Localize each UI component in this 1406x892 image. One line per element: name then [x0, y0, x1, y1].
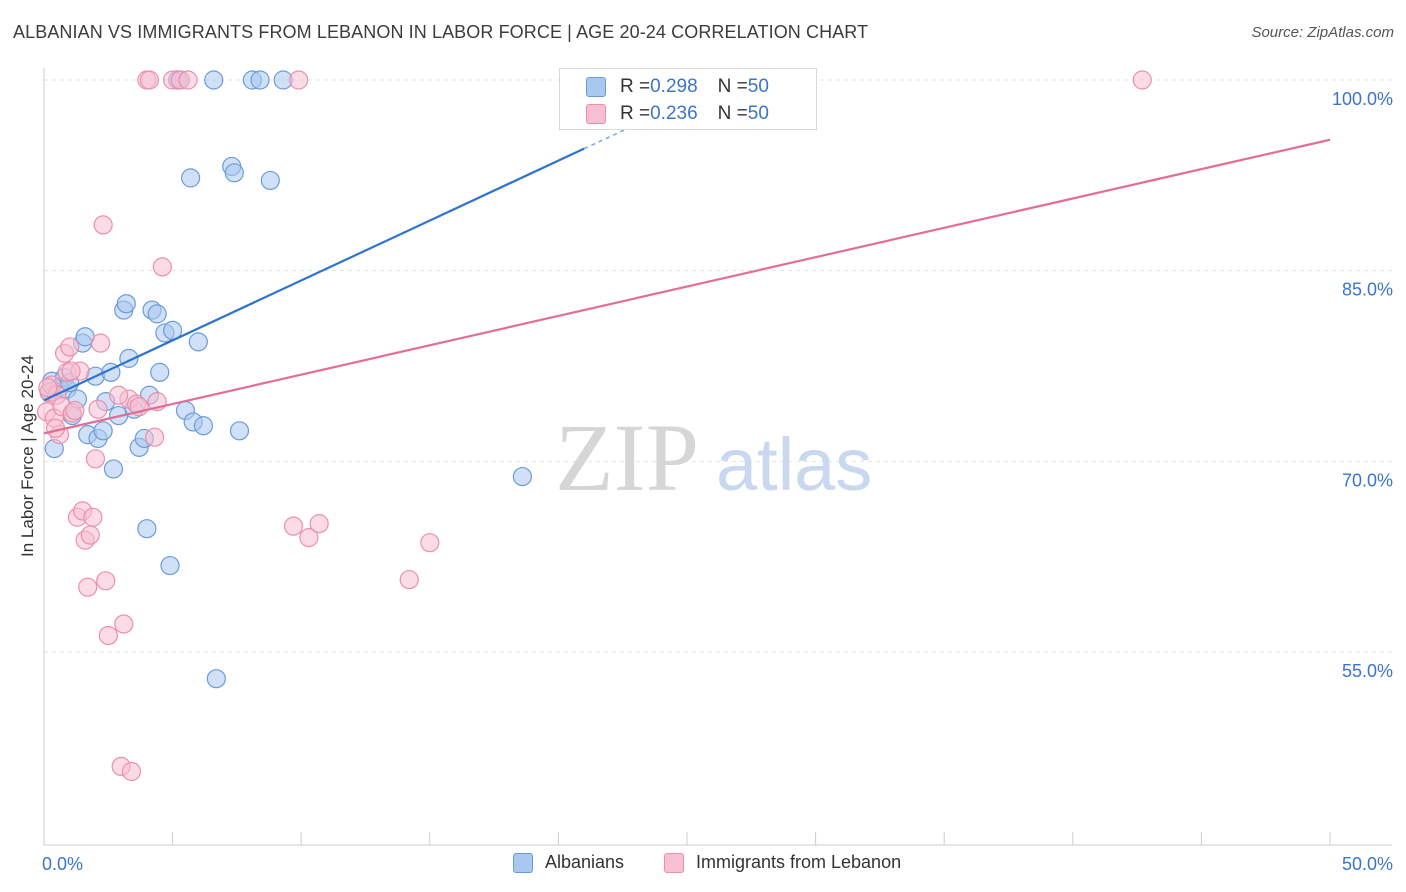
y-tick-label: 100.0%: [1332, 89, 1393, 109]
r-value: 0.236: [650, 103, 698, 124]
lebanon-point: [139, 70, 160, 90]
albanians-point: [250, 70, 270, 90]
y-tick-label: 55.0%: [1342, 661, 1393, 681]
lebanon-point: [90, 333, 111, 353]
albanians-point: [204, 70, 224, 90]
albanians-point: [181, 168, 201, 188]
x-tick-label: 50.0%: [1342, 854, 1393, 874]
lebanon-point: [96, 571, 116, 591]
watermark-atlas: atlas: [716, 423, 872, 506]
watermark: ZIP atlas: [555, 404, 872, 511]
lebanon-trend-line: [43, 138, 1331, 435]
legend-row-lebanon: R = 0.236 N = 50: [586, 102, 769, 126]
lebanon-point: [83, 507, 103, 527]
lebanon-point: [289, 70, 309, 90]
albanians-swatch: [586, 77, 606, 97]
lebanon-legend-label: Immigrants from Lebanon: [696, 852, 902, 872]
albanians-point: [224, 163, 244, 183]
y-tick-label: 85.0%: [1342, 280, 1393, 300]
albanians-point: [116, 294, 136, 314]
albanians-trend-line: [43, 147, 585, 402]
r-label: R =: [620, 103, 651, 124]
lebanon-point: [1132, 70, 1152, 90]
grid-lines: [44, 79, 1392, 653]
albanians-point: [93, 421, 113, 441]
lebanon-point: [93, 215, 113, 235]
chart-title: ALBANIAN VS IMMIGRANTS FROM LEBANON IN L…: [13, 22, 869, 42]
lebanon-point: [178, 70, 198, 90]
albanians-point: [206, 669, 226, 689]
lebanon-swatch: [586, 104, 606, 124]
albanians-legend-label: Albanians: [545, 852, 625, 872]
n-value: 50: [747, 76, 769, 97]
albanians-point: [160, 555, 180, 576]
albanians-legend-swatch: [513, 852, 533, 873]
legend-item-albanians[interactable]: Albanians: [513, 852, 624, 873]
trend-lines: [43, 112, 1331, 435]
r-value: 0.298: [650, 76, 698, 97]
n-label: N =: [717, 103, 748, 124]
lebanon-point: [283, 516, 304, 536]
albanians-trend-extension: [583, 112, 662, 150]
legend-item-lebanon[interactable]: Immigrants from Lebanon: [664, 852, 901, 873]
lebanon-legend-swatch: [664, 852, 684, 873]
lebanon-point: [78, 577, 98, 597]
source-label: Source: ZipAtlas.com: [1251, 24, 1394, 41]
y-axis-label: In Labor Force | Age 20-24: [18, 355, 37, 557]
lebanon-point: [65, 400, 85, 421]
lebanon-point: [61, 361, 81, 381]
lebanon-point: [121, 761, 142, 782]
lebanon-point: [309, 514, 329, 534]
lebanon-point: [399, 569, 419, 590]
axes: [43, 68, 1392, 846]
lebanon-point: [38, 378, 58, 398]
x-tick-label: 0.0%: [42, 854, 83, 874]
albanians-point: [188, 332, 208, 352]
lebanon-point: [60, 337, 80, 357]
albanians-point: [150, 362, 170, 382]
lebanon-point: [152, 257, 172, 277]
lebanon-point: [85, 449, 106, 469]
lebanon-point: [299, 527, 319, 548]
n-value: 50: [747, 103, 769, 124]
albanians-point: [137, 519, 157, 539]
tick-labels: 55.0% 70.0% 85.0% 100.0% 0.0% 50.0%: [42, 89, 1393, 874]
legend-row-albanians: R = 0.298 N = 50: [586, 75, 769, 99]
albanians-point: [229, 421, 250, 441]
r-label: R =: [620, 76, 651, 97]
lebanon-point: [420, 533, 440, 553]
lebanon-point: [80, 525, 100, 545]
lebanon-point: [98, 625, 118, 646]
n-label: N =: [717, 76, 748, 97]
lebanon-point: [88, 399, 108, 419]
stats-legend: R = 0.298 N = 50 R = 0.236 N = 50: [559, 68, 817, 130]
lebanon-point: [108, 385, 129, 405]
albanians-point: [512, 466, 532, 487]
lebanon-point: [144, 427, 165, 447]
albanians-point: [193, 416, 214, 436]
albanians-point: [147, 304, 167, 324]
lebanon-point: [114, 614, 134, 634]
y-tick-label: 70.0%: [1342, 470, 1393, 490]
albanians-point: [103, 459, 124, 479]
watermark-zip: ZIP: [555, 404, 699, 511]
albanians-point: [260, 170, 280, 191]
